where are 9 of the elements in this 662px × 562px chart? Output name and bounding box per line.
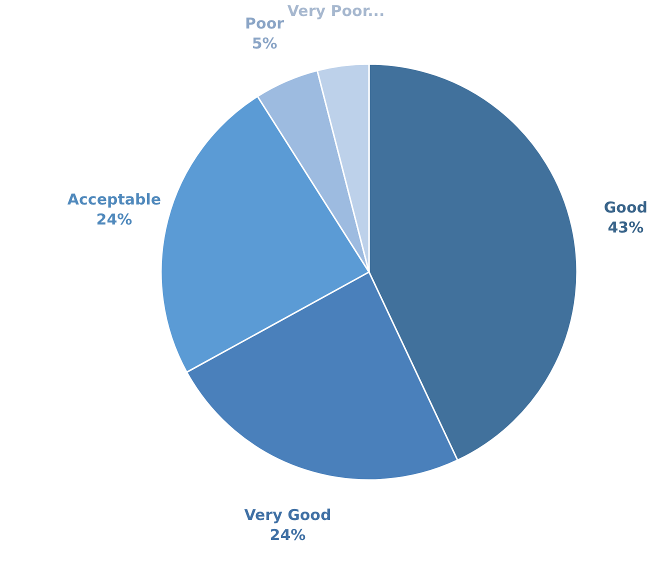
slice-label: Good [604,198,648,217]
slice-label: Very Good [244,506,332,524]
data-label: 24% [96,210,132,229]
slice-label: Poor [245,14,285,33]
data-label: 43% [608,218,644,237]
data-label: 24% [270,526,306,544]
data-label: 5% [252,34,278,53]
slice-label: Acceptable [67,190,162,209]
slice-label: Very Poor... [287,2,385,20]
